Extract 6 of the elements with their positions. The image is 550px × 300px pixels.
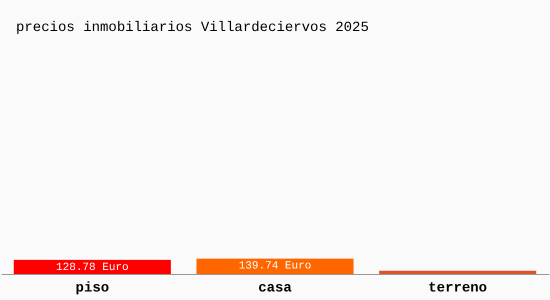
x-tick-label: terreno xyxy=(428,280,488,296)
x-tick-label: piso xyxy=(76,280,110,296)
data-label: 139.74 Euro xyxy=(238,260,312,273)
data-label: 128.78 Euro xyxy=(56,262,129,274)
chart-title: precios inmobiliarios Villardeciervos 2025 xyxy=(16,20,369,36)
x-tick-label: casa xyxy=(258,280,292,296)
